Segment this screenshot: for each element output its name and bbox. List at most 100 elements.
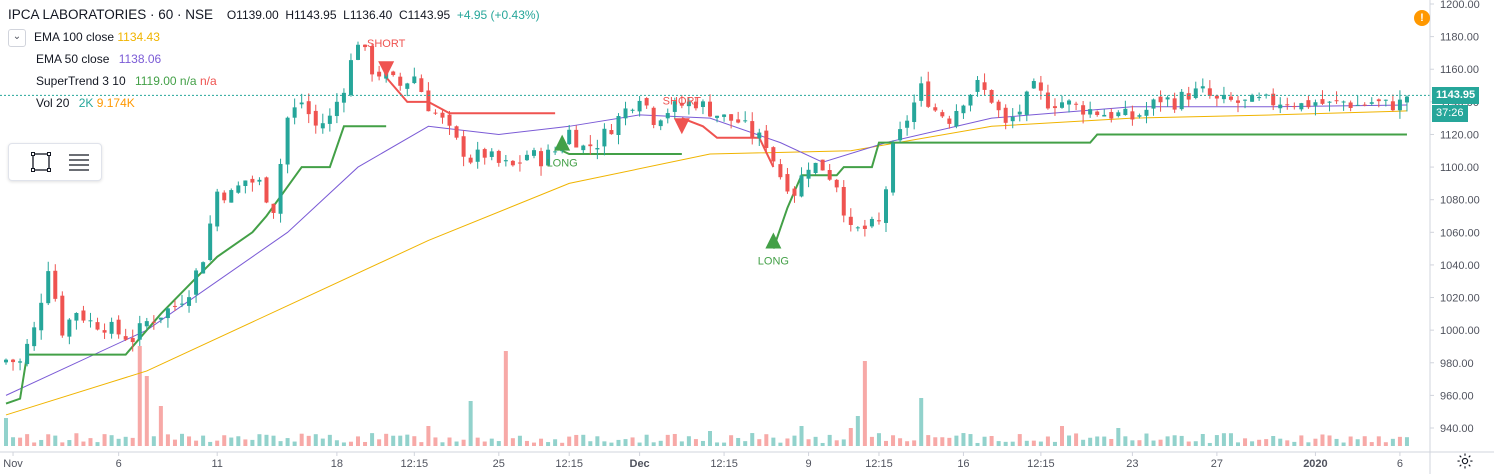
volume-bar	[271, 435, 276, 446]
volume-bar	[4, 418, 8, 446]
volume-bar	[693, 439, 698, 446]
volume-bar	[419, 442, 424, 446]
rectangle-tool-icon[interactable]	[29, 150, 53, 174]
volume-bar	[475, 437, 480, 446]
volume-bar	[806, 439, 811, 446]
candle-body	[229, 190, 234, 203]
candle-body	[405, 83, 410, 89]
candle-body	[299, 102, 304, 105]
candle-body	[1271, 93, 1276, 106]
volume-bar	[482, 441, 487, 446]
volume-bar	[672, 433, 677, 446]
time-tick-label: 2020	[1303, 458, 1327, 470]
candle-body	[1151, 99, 1156, 109]
candle-body	[623, 108, 628, 119]
volume-bar	[644, 434, 649, 446]
volume-bar	[229, 437, 234, 446]
volume-bar	[25, 434, 30, 446]
chevron-down-icon[interactable]: ⌄	[8, 28, 26, 47]
volume-bar	[764, 434, 769, 446]
volume-bar	[1397, 436, 1402, 446]
candle-body	[1404, 96, 1409, 103]
candle-body	[1334, 100, 1339, 102]
volume-bar	[1031, 440, 1036, 446]
volume-bar	[1003, 441, 1008, 446]
price-axis: 940.00 960.00 980.00 1000.00 1020.00 1040.00 1…	[1429, 0, 1480, 474]
candle-body	[356, 44, 360, 60]
indicator-ema100[interactable]: ⌄ EMA 100 close 1134.43	[8, 26, 540, 48]
candle-body	[475, 149, 480, 162]
time-tick-label: 12:15	[401, 458, 429, 470]
candle-body	[1200, 86, 1205, 89]
candle-body	[982, 82, 987, 90]
candle-body	[975, 79, 980, 92]
candle-body	[60, 295, 65, 336]
indicator-value: 1134.43	[117, 30, 160, 44]
open-value: O1139.00	[226, 8, 279, 22]
volume-bar	[855, 416, 860, 446]
candle-body	[539, 151, 544, 167]
candle-body	[18, 361, 23, 363]
volume-bar	[1341, 442, 1346, 446]
indicator-supertrend[interactable]: SuperTrend 3 10 1119.00 n/a n/a	[8, 70, 540, 92]
candle-body	[905, 120, 910, 128]
candle-body	[602, 128, 607, 147]
volume-bar	[370, 433, 375, 446]
candle-body	[891, 143, 896, 193]
candle-body	[1376, 99, 1381, 102]
candle-body	[306, 101, 311, 115]
candle-body	[1341, 101, 1346, 103]
ema50-line	[5, 104, 1407, 396]
supertrend-segment	[5, 125, 387, 405]
long-arrow	[765, 232, 782, 249]
candle-body	[1130, 111, 1135, 120]
candle-body	[1060, 102, 1064, 108]
volume-bar	[236, 436, 241, 446]
candle-body	[334, 101, 339, 117]
volume-bar	[180, 433, 184, 446]
alert-icon[interactable]: !	[1414, 10, 1430, 26]
volume-bar	[630, 437, 635, 446]
indicator-ema50[interactable]: EMA 50 close 1138.06	[8, 48, 540, 70]
symbol-title[interactable]: IPCA LABORATORIES · 60 · NSE	[8, 7, 214, 22]
candle-body	[194, 270, 199, 295]
volume-bar	[348, 441, 353, 446]
candle-body	[1292, 106, 1297, 108]
candle-body	[447, 114, 452, 126]
volume-bar	[1285, 440, 1290, 446]
candle-body	[1074, 103, 1079, 105]
volume-bar	[574, 434, 579, 446]
volume-bar	[616, 439, 621, 446]
volume-bar	[18, 437, 23, 446]
candle-body	[616, 116, 621, 135]
volume-bar	[996, 441, 1001, 446]
volume-bar	[137, 346, 142, 446]
candle-body	[862, 225, 867, 229]
volume-bar	[356, 436, 360, 446]
volume-bar	[736, 437, 741, 446]
volume-bar	[1278, 438, 1283, 446]
volume-bar	[623, 439, 628, 446]
candle-body	[1327, 101, 1332, 103]
price-tick-label: 1160.00	[1440, 64, 1479, 76]
candle-body	[1397, 99, 1402, 111]
volume-bar	[968, 434, 973, 446]
long-arrow	[554, 134, 571, 151]
indicator-volume[interactable]: Vol 20 2K 9.174K	[8, 92, 540, 114]
candle-body	[454, 126, 459, 138]
time-tick-label: 9	[805, 458, 811, 470]
price-tick-label: 1120.00	[1440, 129, 1479, 141]
gear-icon[interactable]	[1456, 452, 1474, 470]
volume-bar	[398, 435, 403, 446]
candle-body	[1102, 114, 1107, 117]
candle-body	[743, 120, 748, 122]
volume-bar	[1355, 439, 1360, 446]
candle-body	[271, 203, 276, 213]
candle-body	[320, 123, 325, 129]
indicator-value: 2K	[78, 96, 94, 110]
format-lines-icon[interactable]	[67, 150, 91, 174]
volume-bar	[32, 442, 37, 446]
volume-bar	[1320, 434, 1325, 446]
candle-body	[834, 179, 839, 188]
